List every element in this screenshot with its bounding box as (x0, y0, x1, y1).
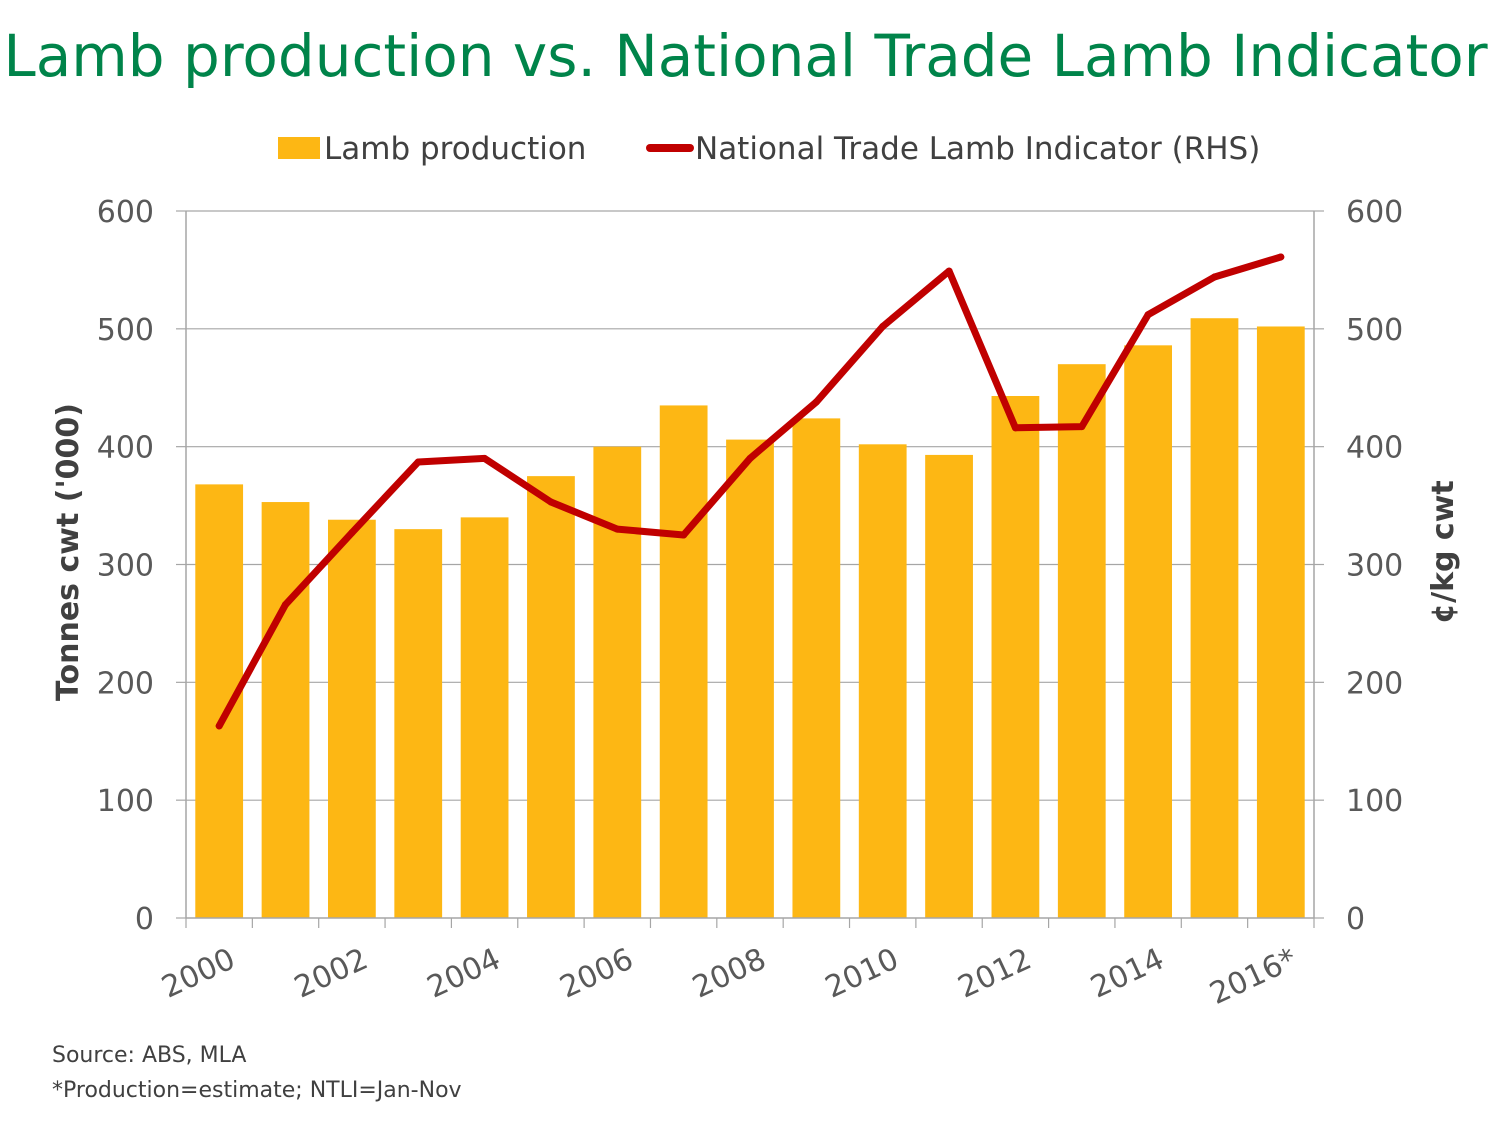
x-tick-label: 2004 (422, 942, 506, 1006)
indicator-point (282, 601, 290, 609)
axes (176, 210, 1324, 928)
indicator-point (680, 531, 688, 539)
x-tick-label: 2010 (820, 942, 904, 1006)
legend: Lamb production National Trade Lamb Indic… (278, 131, 1260, 167)
indicator-point (879, 322, 887, 330)
legend-swatch-bar (278, 137, 320, 159)
x-tick-label: 2016* (1205, 942, 1303, 1012)
bar (1256, 326, 1305, 918)
x-tick-label: 2006 (555, 942, 639, 1006)
indicator-point (1011, 424, 1019, 432)
bar (1190, 318, 1239, 918)
bar (394, 529, 443, 918)
indicator-point (481, 454, 489, 462)
y-axis-label-right: ¢/kg cwt (1426, 480, 1461, 624)
x-tick-label: 2012 (953, 942, 1037, 1006)
indicator-point (547, 498, 555, 506)
bar-series (195, 318, 1305, 919)
indicator-point (1078, 423, 1086, 431)
bar (792, 418, 841, 918)
y-tick-label-right: 100 (1346, 784, 1403, 819)
y-tick-label-right: 200 (1346, 666, 1403, 701)
bar (527, 476, 575, 918)
y-tick-label-left: 100 (97, 784, 154, 819)
legend-label-bar: Lamb production (324, 131, 586, 167)
indicator-point (746, 454, 754, 462)
y-tick-label-left: 200 (97, 666, 154, 701)
x-tick-label: 2000 (157, 942, 241, 1006)
indicator-point (1144, 311, 1152, 319)
y-tick-label-right: 400 (1346, 431, 1403, 466)
y-tick-label-right: 500 (1346, 313, 1403, 348)
estimate-note: *Production=estimate; NTLI=Jan-Nov (52, 1078, 462, 1103)
indicator-point (812, 398, 820, 406)
indicator-point (1210, 273, 1218, 281)
bar (726, 439, 774, 918)
x-tick-label: 2002 (289, 942, 373, 1006)
indicator-point (215, 722, 223, 730)
legend-label-line: National Trade Lamb Indicator (RHS) (695, 131, 1260, 167)
line-series (215, 253, 1285, 730)
y-tick-label-left: 300 (97, 549, 154, 584)
bar (460, 517, 509, 918)
y-tick-label-right: 300 (1346, 549, 1403, 584)
bar (1057, 364, 1106, 918)
source-note: Source: ABS, MLA (52, 1043, 247, 1068)
y-tick-label-left: 400 (97, 431, 154, 466)
y-tick-label-right: 0 (1346, 902, 1365, 937)
indicator-point (945, 267, 953, 275)
bar (991, 395, 1040, 919)
indicator-point (414, 458, 422, 466)
bar (593, 446, 642, 918)
x-tick-label: 2008 (687, 942, 771, 1006)
y-tick-label-right: 600 (1346, 195, 1403, 230)
y-tick-label-left: 500 (97, 313, 154, 348)
bar (925, 454, 973, 918)
chart-title: Lamb production vs. National Trade Lamb … (3, 22, 1488, 90)
y-tick-label-left: 600 (97, 195, 154, 230)
x-tick-label: 2014 (1086, 942, 1170, 1006)
indicator-point (348, 529, 356, 537)
y-tick-label-left: 0 (135, 902, 154, 937)
bar (858, 444, 907, 918)
bar (659, 405, 708, 918)
bar (1124, 345, 1173, 919)
indicator-point (1277, 253, 1285, 261)
indicator-point (613, 525, 621, 533)
bar (327, 519, 376, 918)
bar (261, 502, 310, 918)
y-axis-label-left: Tonnes cwt ('000) (51, 403, 86, 701)
